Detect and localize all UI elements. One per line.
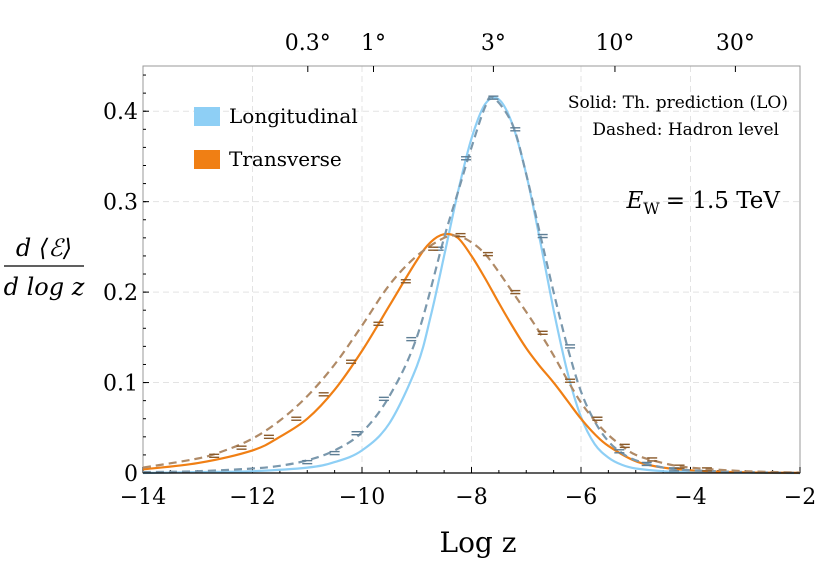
energy-label-subscript: W xyxy=(643,199,660,218)
legend-swatch-longitudinal xyxy=(194,107,220,126)
x-tick-label: −8 xyxy=(455,485,487,510)
x-tick-label: −12 xyxy=(229,485,275,510)
y-tick-label: 0.4 xyxy=(103,100,138,125)
top-tick-label: 10° xyxy=(595,31,634,56)
x-tick-label: −4 xyxy=(674,485,706,510)
legend-label-longitudinal: Longitudinal xyxy=(229,104,358,128)
x-axis-label: Log z xyxy=(439,526,516,559)
annotation-solid: Solid: Th. prediction (LO) xyxy=(568,93,788,113)
energy-label-symbol: E xyxy=(626,188,644,214)
x-tick-label: −14 xyxy=(120,485,166,510)
series-line-1 xyxy=(142,232,801,474)
annotation-dashed: Dashed: Hadron level xyxy=(592,120,779,140)
x-tick-label: −6 xyxy=(565,485,597,510)
legend: Longitudinal Transverse xyxy=(194,104,358,171)
y-axis-label-denominator: d log z xyxy=(4,273,85,301)
series-line-2 xyxy=(142,95,801,475)
x-tick-label: −2 xyxy=(784,485,816,510)
y-tick-label: 0.2 xyxy=(103,281,138,306)
series-lines xyxy=(142,95,801,475)
legend-swatch-transverse xyxy=(194,150,220,169)
top-tick-label: 30° xyxy=(716,31,755,56)
series-line-0 xyxy=(142,96,801,475)
series-line-3 xyxy=(142,234,801,474)
x-tick-label: −10 xyxy=(339,485,385,510)
error-markers xyxy=(209,95,712,472)
y-tick-label: 0.3 xyxy=(103,191,138,216)
y-tick-label: 0.1 xyxy=(103,372,138,397)
top-tick-label: 1° xyxy=(361,31,386,56)
top-tick-label: 3° xyxy=(481,31,506,56)
y-tick-label: 0 xyxy=(124,462,138,487)
energy-label-value: = 1.5 TeV xyxy=(666,188,781,214)
grid xyxy=(143,66,800,473)
energy-label: EW = 1.5 TeV xyxy=(626,188,781,218)
y-axis-label: d ⟨ℰ⟩ d log z xyxy=(4,234,85,301)
legend-label-transverse: Transverse xyxy=(229,147,342,171)
axis-ticks: −14 −12 −10 −8 −6 −4 −2 0 0.1 0.2 0.3 0.4 0.3° 1° 3° 10… xyxy=(103,31,816,510)
top-tick-label: 0.3° xyxy=(285,31,331,56)
y-axis-label-numerator: d ⟨ℰ⟩ xyxy=(16,234,72,262)
